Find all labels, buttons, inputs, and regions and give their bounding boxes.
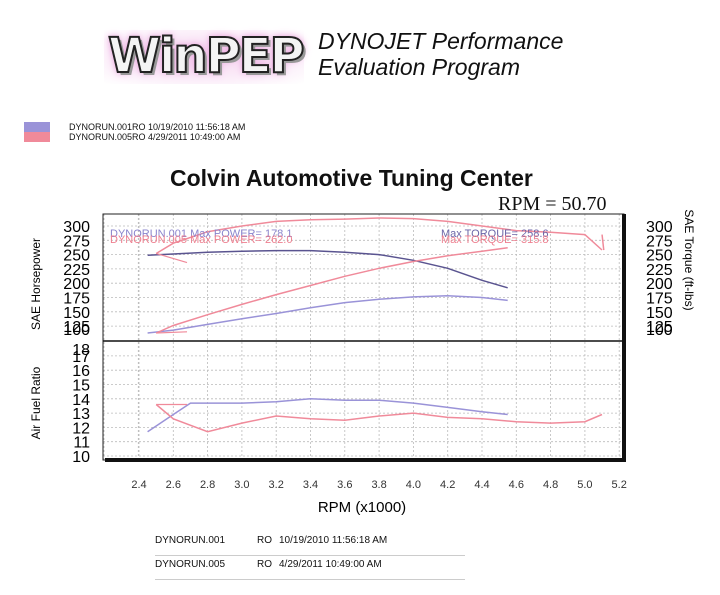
table-row: DYNORUN.005 RO 4/29/2011 10:49:00 AM bbox=[155, 556, 465, 580]
svg-text:2.6: 2.6 bbox=[166, 479, 181, 491]
legend-item-run001: DYNORUN.001RO 10/19/2010 11:56:18 AM bbox=[69, 122, 246, 132]
logo-text: WinPEP bbox=[107, 27, 306, 85]
svg-text:5.2: 5.2 bbox=[612, 479, 627, 491]
svg-text:200: 200 bbox=[63, 276, 90, 293]
svg-text:225: 225 bbox=[646, 262, 673, 279]
run001-max-power: DYNORUN.001 Max POWER= 178.1 bbox=[110, 228, 292, 240]
svg-text:11: 11 bbox=[73, 435, 90, 452]
svg-text:125: 125 bbox=[646, 319, 673, 336]
run005-max-torque: Max TORQUE= 315.8 bbox=[441, 234, 549, 246]
svg-text:3.4: 3.4 bbox=[303, 479, 318, 491]
curve-line bbox=[147, 249, 508, 289]
svg-text:10: 10 bbox=[72, 449, 90, 466]
run-table: DYNORUN.001 RO 10/19/2010 11:56:18 AM DY… bbox=[155, 532, 465, 580]
afr-curve-line bbox=[155, 403, 603, 433]
curves bbox=[147, 217, 605, 433]
run-code: RO bbox=[257, 559, 272, 570]
afr-axis-label: Air Fuel Ratio bbox=[29, 366, 43, 439]
run-name: DYNORUN.001 bbox=[155, 535, 226, 546]
svg-text:2.4: 2.4 bbox=[131, 479, 146, 491]
table-row: DYNORUN.001 RO 10/19/2010 11:56:18 AM bbox=[155, 532, 465, 556]
x-axis-label: RPM (x1000) bbox=[318, 499, 406, 516]
svg-text:175: 175 bbox=[63, 291, 90, 308]
svg-text:16: 16 bbox=[72, 363, 90, 380]
tagline: DYNOJET Performance Evaluation Program bbox=[318, 28, 563, 80]
svg-text:5.0: 5.0 bbox=[577, 479, 592, 491]
svg-text:4.0: 4.0 bbox=[406, 479, 421, 491]
run001-max-torque: Max TORQUE= 258.6 bbox=[441, 228, 549, 240]
svg-text:150: 150 bbox=[646, 305, 673, 322]
afr-curve-line bbox=[147, 398, 508, 433]
run-code: RO bbox=[257, 535, 272, 546]
svg-text:275: 275 bbox=[63, 233, 90, 250]
curve-line bbox=[155, 246, 508, 334]
curve-line bbox=[147, 295, 508, 334]
svg-text:250: 250 bbox=[646, 248, 673, 265]
svg-text:125: 125 bbox=[63, 319, 90, 336]
svg-text:15: 15 bbox=[72, 378, 90, 395]
svg-text:2.8: 2.8 bbox=[200, 479, 215, 491]
svg-text:3.8: 3.8 bbox=[371, 479, 386, 491]
svg-text:225: 225 bbox=[63, 262, 90, 279]
left-upper-axis-label: SAE Horsepower bbox=[29, 238, 43, 330]
svg-text:150: 150 bbox=[63, 305, 90, 322]
svg-text:17: 17 bbox=[72, 349, 90, 366]
svg-text:4.6: 4.6 bbox=[509, 479, 524, 491]
tagline-line2: Evaluation Program bbox=[318, 54, 520, 80]
svg-text:14: 14 bbox=[72, 392, 90, 409]
run-datetime: 10/19/2010 11:56:18 AM bbox=[279, 535, 388, 546]
svg-text:175: 175 bbox=[646, 291, 673, 308]
svg-text:250: 250 bbox=[63, 248, 90, 265]
legend-swatch-run005 bbox=[24, 132, 50, 142]
svg-text:3.6: 3.6 bbox=[337, 479, 352, 491]
logo-glow bbox=[104, 30, 304, 84]
legend-swatch-run001 bbox=[24, 122, 50, 132]
svg-text:300: 300 bbox=[646, 219, 673, 236]
run-name: DYNORUN.005 bbox=[155, 559, 226, 570]
legend-item-run005: DYNORUN.005RO 4/29/2011 10:49:00 AM bbox=[69, 132, 241, 142]
chart-title: Colvin Automotive Tuning Center bbox=[170, 165, 533, 191]
svg-text:100: 100 bbox=[646, 322, 673, 339]
svg-text:4.8: 4.8 bbox=[543, 479, 558, 491]
curve-line bbox=[155, 217, 603, 255]
svg-text:18: 18 bbox=[72, 342, 90, 359]
tagline-line1: DYNOJET Performance bbox=[318, 28, 564, 54]
run005-max-power: DYNORUN.005 Max POWER= 262.0 bbox=[110, 234, 292, 246]
run-datetime: 4/29/2011 10:49:00 AM bbox=[279, 559, 382, 570]
svg-text:300: 300 bbox=[63, 219, 90, 236]
svg-text:275: 275 bbox=[646, 233, 673, 250]
svg-text:4.4: 4.4 bbox=[474, 479, 489, 491]
svg-text:12: 12 bbox=[72, 420, 90, 437]
winpep-logo: WinPEP bbox=[104, 27, 306, 85]
svg-text:4.2: 4.2 bbox=[440, 479, 455, 491]
svg-text:200: 200 bbox=[646, 276, 673, 293]
right-upper-axis-label: SAE Torque (ft-lbs) bbox=[682, 209, 696, 310]
svg-text:13: 13 bbox=[72, 406, 90, 423]
svg-text:3.0: 3.0 bbox=[234, 479, 249, 491]
svg-text:100: 100 bbox=[63, 322, 90, 339]
rpm-readout: RPM = 50.70 bbox=[498, 193, 607, 215]
svg-text:3.2: 3.2 bbox=[269, 479, 284, 491]
